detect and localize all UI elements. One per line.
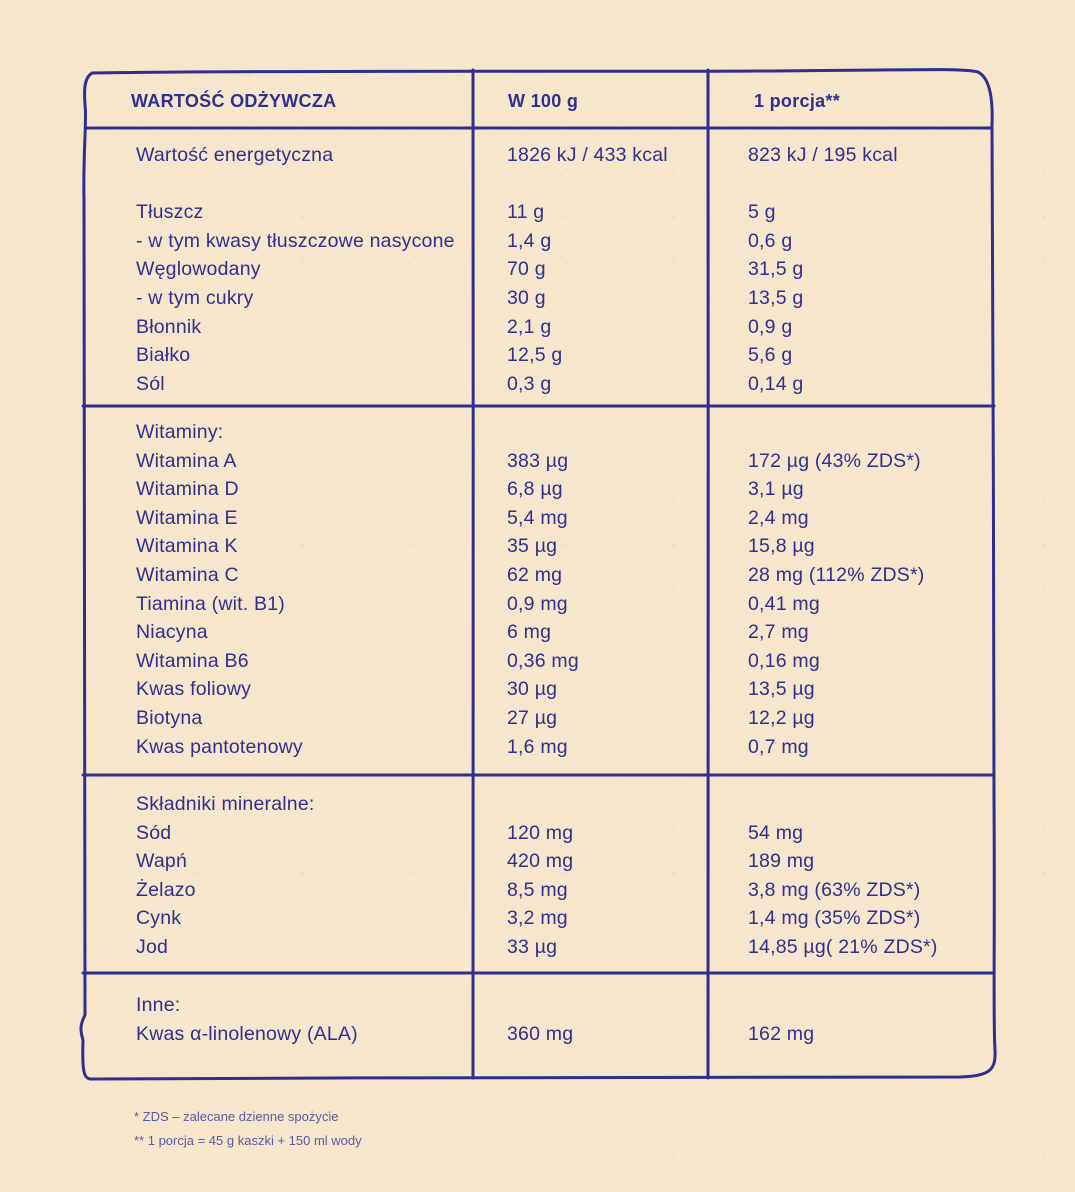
value-per-100g: 383 µg xyxy=(507,449,569,472)
value-per-100g: 0,36 mg xyxy=(507,649,579,672)
footnote-portion: ** 1 porcja = 45 g kaszki + 150 ml wody xyxy=(134,1133,362,1148)
value-per-portion: 13,5 µg xyxy=(748,678,815,701)
header-per-portion: 1 porcja** xyxy=(754,91,841,111)
nutrient-name: Wapń xyxy=(136,850,188,873)
header-nutrient: WARTOŚĆ ODŻYWCZA xyxy=(131,91,337,111)
nutrient-name: - w tym cukry xyxy=(136,287,254,309)
value-per-portion: 0,7 mg xyxy=(748,735,809,758)
nutrient-name: Witamina C xyxy=(136,564,239,586)
nutrient-name: Kwas α-linolenowy (ALA) xyxy=(136,1022,358,1045)
header-separator xyxy=(84,126,994,130)
value-per-portion: 0,6 g xyxy=(748,229,793,252)
value-per-portion: 3,8 mg (63% ZDS*) xyxy=(748,878,921,901)
nutrient-name: Niacyna xyxy=(136,621,208,644)
column-separator-1 xyxy=(471,68,475,1080)
nutrient-name: Żelazo xyxy=(136,878,196,901)
value-per-portion: 1,4 mg (35% ZDS*) xyxy=(748,907,921,930)
nutrient-name: - w tym kwasy tłuszczowe nasycone xyxy=(136,229,455,252)
column-separator-2 xyxy=(706,68,710,1080)
nutrient-name: Biotyna xyxy=(136,707,203,729)
nutrient-name: Błonnik xyxy=(136,315,202,338)
footnote-zds: * ZDS – zalecane dzienne spożycie xyxy=(134,1109,339,1124)
value-per-portion: 15,8 µg xyxy=(748,535,815,558)
nutrient-name: Witaminy: xyxy=(136,421,224,443)
value-per-100g: 2,1 g xyxy=(507,315,552,338)
value-per-portion: 823 kJ / 195 kcal xyxy=(748,144,898,166)
nutrient-name: Witamina K xyxy=(136,535,238,558)
value-per-portion: 162 mg xyxy=(748,1022,815,1045)
nutrient-name: Białko xyxy=(136,344,191,367)
nutrient-name: Witamina A xyxy=(136,449,237,472)
value-per-portion: 0,41 mg xyxy=(748,592,820,615)
value-per-100g: 27 µg xyxy=(507,707,558,729)
value-per-100g: 1826 kJ / 433 kcal xyxy=(507,144,668,166)
value-per-portion: 3,1 µg xyxy=(748,478,804,501)
value-per-100g: 0,9 mg xyxy=(507,592,568,615)
nutrient-name: Tiamina (wit. B1) xyxy=(136,592,285,615)
nutrient-name: Wartość energetyczna xyxy=(136,144,334,166)
value-per-100g: 30 µg xyxy=(507,678,558,701)
value-per-100g: 62 mg xyxy=(507,564,563,586)
value-per-portion: 2,7 mg xyxy=(748,621,809,644)
value-per-100g: 33 µg xyxy=(507,936,558,958)
value-per-portion: 5,6 g xyxy=(748,344,793,367)
nutrient-name: Witamina B6 xyxy=(136,649,249,672)
value-per-portion: 172 µg (43% ZDS*) xyxy=(748,449,921,472)
value-per-100g: 0,3 g xyxy=(507,372,552,395)
value-per-100g: 12,5 g xyxy=(507,344,563,367)
value-per-100g: 360 mg xyxy=(507,1022,574,1045)
value-per-100g: 5,4 mg xyxy=(507,506,568,529)
value-per-100g: 30 g xyxy=(507,287,546,309)
nutrient-name: Składniki mineralne: xyxy=(136,793,315,815)
value-per-portion: 12,2 µg xyxy=(748,707,815,729)
value-per-100g: 1,4 g xyxy=(507,229,552,252)
value-per-portion: 0,16 mg xyxy=(748,649,820,672)
value-per-portion: 189 mg xyxy=(748,850,815,873)
section-separator-2 xyxy=(81,773,996,777)
value-per-100g: 420 mg xyxy=(507,850,574,873)
nutrient-name: Witamina D xyxy=(136,478,239,501)
outer-border xyxy=(79,68,997,1081)
nutrient-name: Kwas pantotenowy xyxy=(136,735,303,758)
value-per-portion: 5 g xyxy=(748,201,776,224)
value-per-portion: 14,85 µg( 21% ZDS*) xyxy=(748,936,938,958)
value-per-portion: 54 mg xyxy=(748,821,804,844)
section-separator-1 xyxy=(81,404,996,408)
value-per-100g: 35 µg xyxy=(507,535,558,558)
header-per-100g: W 100 g xyxy=(508,91,579,111)
value-per-100g: 8,5 mg xyxy=(507,878,568,901)
value-per-100g: 6 mg xyxy=(507,621,552,644)
value-per-100g: 70 g xyxy=(507,258,546,281)
nutrient-name: Kwas foliowy xyxy=(136,678,252,701)
nutrient-name: Sód xyxy=(136,821,172,844)
value-per-portion: 2,4 mg xyxy=(748,506,809,529)
value-per-portion: 0,14 g xyxy=(748,372,804,395)
value-per-100g: 11 g xyxy=(507,201,545,224)
nutrient-name: Węglowodany xyxy=(136,258,261,281)
value-per-100g: 1,6 mg xyxy=(507,735,568,758)
value-per-100g: 6,8 µg xyxy=(507,478,563,501)
nutrient-name: Cynk xyxy=(136,907,182,930)
value-per-portion: 13,5 g xyxy=(748,287,804,309)
nutrient-name: Jod xyxy=(136,936,169,958)
value-per-portion: 28 mg (112% ZDS*) xyxy=(748,564,925,586)
value-per-100g: 120 mg xyxy=(507,821,574,844)
nutrient-name: Sól xyxy=(136,372,165,395)
nutrient-name: Inne: xyxy=(136,994,181,1016)
nutrient-name: Witamina E xyxy=(136,506,238,529)
nutrient-name: Tłuszcz xyxy=(136,201,204,224)
section-separator-3 xyxy=(81,971,996,975)
value-per-portion: 0,9 g xyxy=(748,315,793,338)
value-per-100g: 3,2 mg xyxy=(507,907,568,930)
value-per-portion: 31,5 g xyxy=(748,258,804,281)
